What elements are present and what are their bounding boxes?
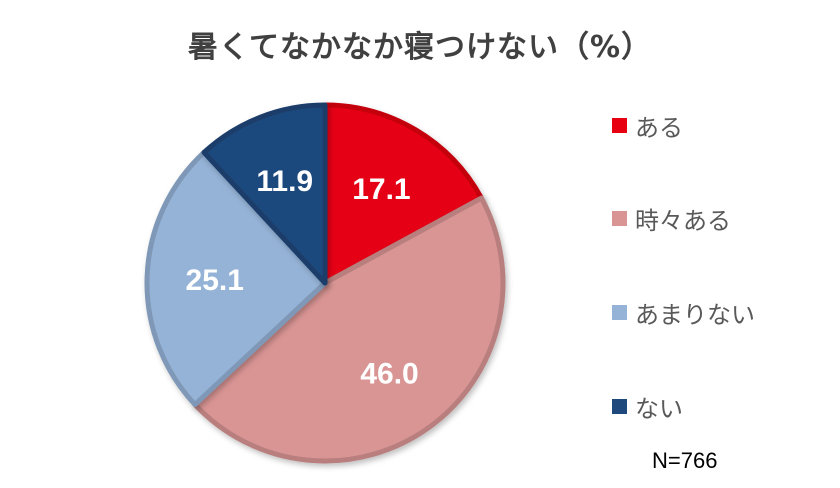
legend-label: ある — [635, 113, 683, 142]
legend-swatch — [612, 304, 627, 320]
legend-label: ない — [635, 394, 683, 423]
pie-slice-3 — [144, 149, 328, 408]
legend-item-nai: ない — [612, 389, 683, 423]
pie-slice-2 — [192, 195, 506, 464]
legend-label: あまりない — [635, 300, 755, 329]
pie-value-label: 46.0 — [360, 358, 418, 391]
legend-swatch — [612, 117, 627, 133]
legend-swatch — [612, 210, 627, 226]
legend-item-tokidoki: 時々ある — [612, 201, 731, 235]
sample-size-note: N=766 — [652, 448, 718, 473]
pie-slice-4 — [201, 102, 328, 286]
pie-value-label: 17.1 — [352, 173, 410, 206]
pie-slice-1 — [322, 102, 484, 286]
legend-label: 時々ある — [635, 206, 731, 235]
pie-value-label: 11.9 — [256, 165, 313, 198]
legend-item-amarinai: あまりない — [612, 295, 755, 329]
pie-value-label: 25.1 — [186, 264, 244, 297]
legend-swatch — [612, 398, 627, 414]
legend-item-aru: ある — [612, 108, 683, 142]
chart-title: 暑くてなかなか寝つけない（%） — [187, 30, 653, 65]
